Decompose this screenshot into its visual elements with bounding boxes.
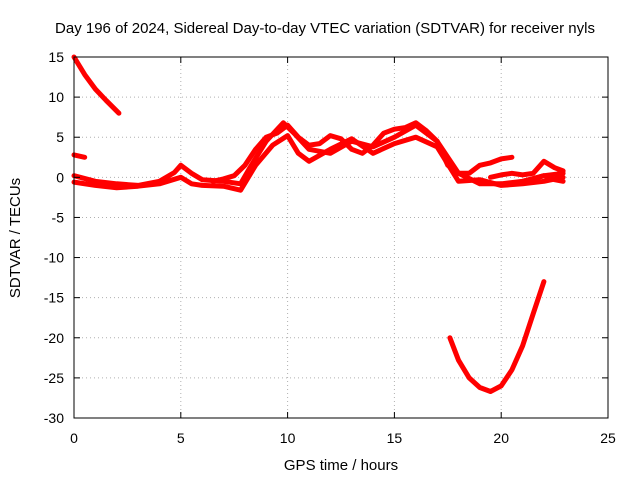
y-tick-label: -5 bbox=[52, 209, 65, 225]
series-arc-7 bbox=[509, 173, 566, 187]
y-tick-labels: -30 -25 -20 -15 -10 -5 0 5 10 15 bbox=[44, 49, 64, 426]
y-tick-label: -20 bbox=[44, 330, 64, 346]
y-tick-label: 10 bbox=[48, 89, 64, 105]
series-layer bbox=[71, 54, 566, 394]
y-tick-label: 0 bbox=[56, 169, 64, 185]
y-tick-label: -25 bbox=[44, 370, 64, 386]
series-arc-1 bbox=[71, 54, 122, 116]
x-tick-label: 15 bbox=[387, 430, 403, 446]
series-arc-6 bbox=[488, 158, 566, 180]
y-axis-label: SDTVAR / TECUs bbox=[7, 178, 24, 298]
y-tick-label: -10 bbox=[44, 250, 64, 266]
x-tick-label: 10 bbox=[280, 430, 296, 446]
grid bbox=[74, 57, 608, 418]
x-tick-label: 20 bbox=[493, 430, 509, 446]
x-tick-label: 5 bbox=[177, 430, 185, 446]
x-tick-label: 25 bbox=[600, 430, 616, 446]
y-tick-label: -30 bbox=[44, 410, 64, 426]
y-tick-label: -15 bbox=[44, 290, 64, 306]
plot-frame bbox=[73, 56, 609, 419]
series-arc-4 bbox=[71, 133, 566, 193]
x-tick-label: 0 bbox=[70, 430, 78, 446]
x-tick-labels: 0 5 10 15 20 25 bbox=[70, 430, 616, 446]
y-tick-label: 15 bbox=[48, 49, 64, 65]
y-tick-label: 5 bbox=[56, 129, 64, 145]
series-arc-2 bbox=[71, 152, 88, 160]
ticks bbox=[73, 56, 609, 419]
chart-title: Day 196 of 2024, Sidereal Day-to-day VTE… bbox=[55, 20, 595, 37]
series-arc-8 bbox=[447, 279, 547, 394]
x-axis-label: GPS time / hours bbox=[284, 457, 398, 474]
series-arc-5 bbox=[210, 120, 515, 184]
